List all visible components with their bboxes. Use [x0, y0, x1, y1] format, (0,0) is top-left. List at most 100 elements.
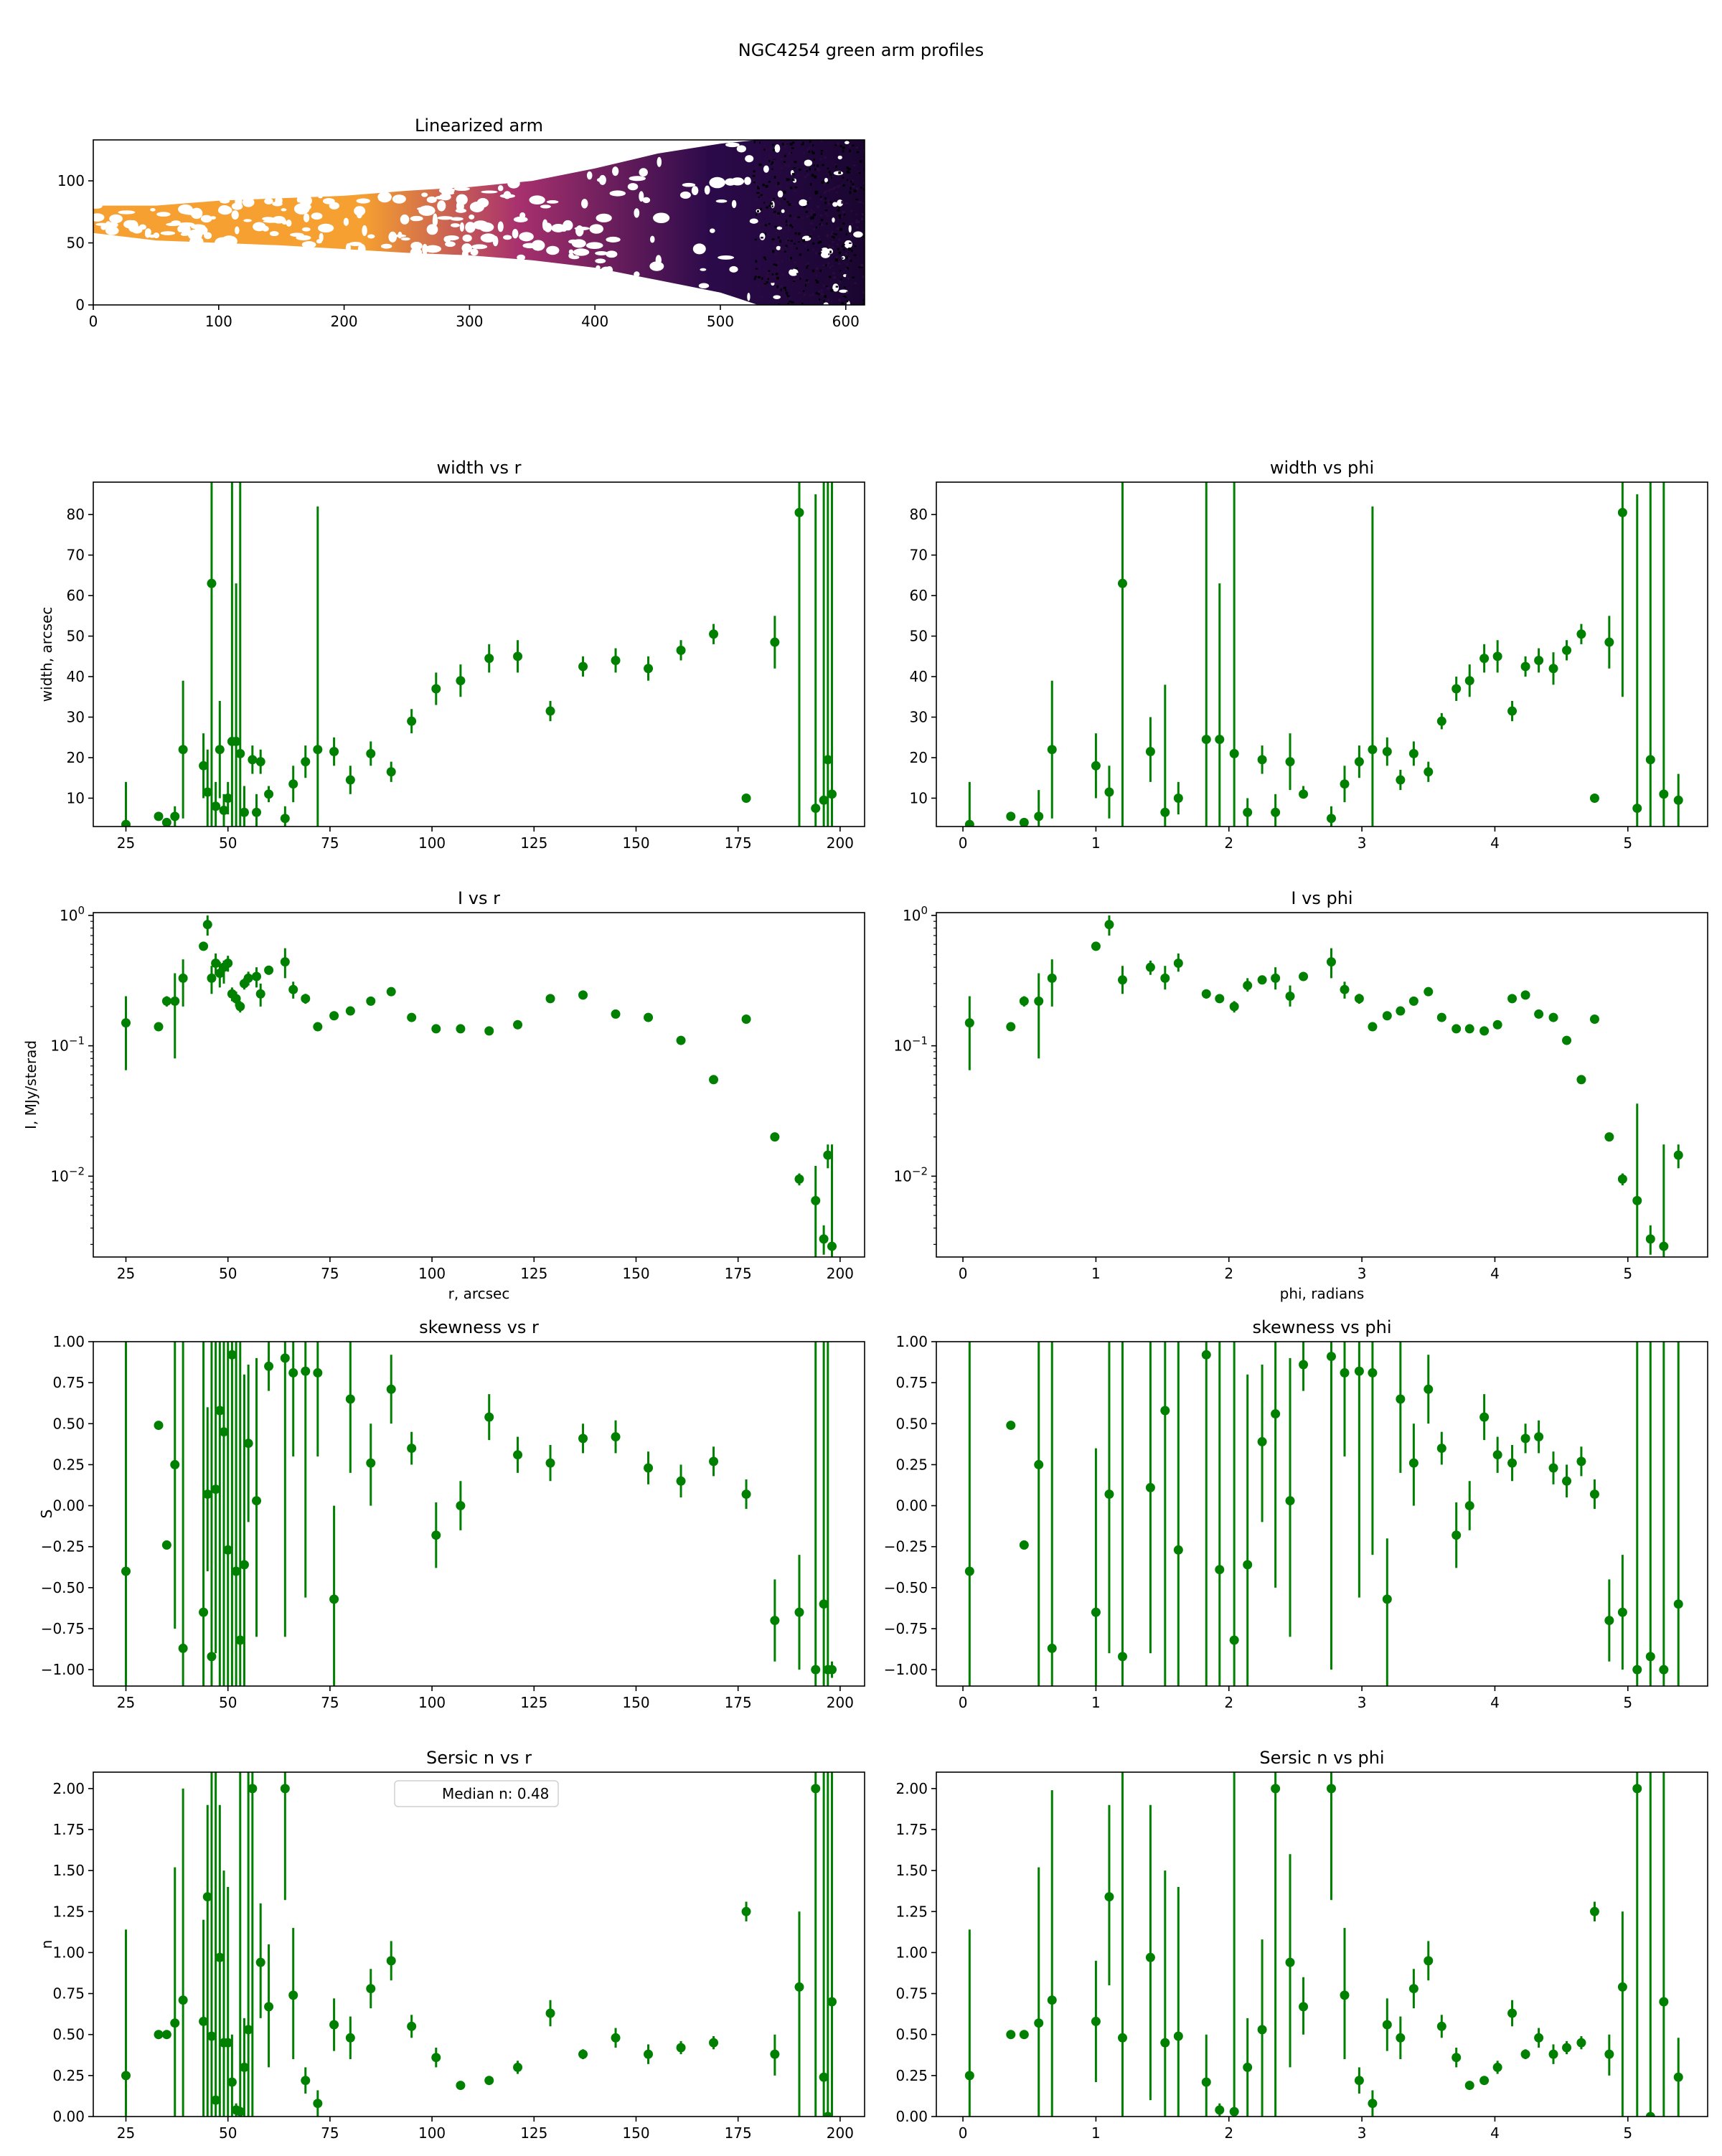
xtick-label-linearized-0: 0 — [89, 313, 98, 330]
data-point-I_r-3 — [170, 996, 180, 1006]
data-point-width_phi-16 — [1271, 807, 1281, 817]
ytick-label-skew_r-4: 0.00 — [52, 1497, 85, 1515]
data-point-sersic_phi-20 — [1340, 1990, 1350, 2000]
data-point-sersic_phi-30 — [1479, 2076, 1490, 2086]
data-point-skew_r-23 — [329, 1594, 339, 1604]
xtick-label-linearized-3: 300 — [456, 313, 483, 330]
data-point-skew_r-24 — [345, 1394, 355, 1404]
data-point-sersic_phi-6 — [1104, 1892, 1114, 1902]
data-point-skew_r-30 — [484, 1412, 494, 1422]
data-point-skew_r-5 — [199, 1607, 209, 1617]
xtick-label-I_r-7: 200 — [827, 1265, 854, 1282]
data-point-I_r-44 — [823, 1150, 833, 1160]
data-point-I_phi-33 — [1520, 990, 1530, 1000]
ytick-label-sersic_phi-8: 2.00 — [895, 1780, 928, 1797]
data-point-skew_phi-15 — [1257, 1436, 1267, 1446]
data-point-width_phi-27 — [1436, 716, 1446, 726]
data-point-width_r-34 — [578, 662, 588, 672]
panel-sersic_r: 25 50 75 100 125 150 175 200 0.00 0.25 0.50 0.75 1.0… — [38, 1748, 865, 2142]
data-point-skew_phi-9 — [1160, 1406, 1170, 1416]
data-point-I_phi-21 — [1354, 994, 1364, 1004]
data-point-skew_r-34 — [611, 1432, 621, 1442]
data-point-width_r-37 — [676, 645, 686, 655]
panel-I_phi: 0 1 2 3 4 5 10−2 10−1 100 I vs phi phi, radians — [893, 888, 1708, 1302]
data-point-width_r-15 — [239, 807, 249, 817]
data-point-skew_phi-32 — [1507, 1458, 1518, 1468]
data-point-sersic_phi-35 — [1548, 2049, 1558, 2059]
ytick-label-width_r-5: 60 — [67, 587, 85, 604]
xtick-label-I_phi-5: 5 — [1623, 1265, 1632, 1282]
axes-frame-width_phi — [936, 481, 1708, 827]
ytick-label-width_phi-6: 70 — [910, 547, 928, 564]
data-point-I_r-35 — [611, 1009, 621, 1019]
xtick-label-skew_r-6: 175 — [725, 1694, 752, 1711]
data-point-I_r-38 — [709, 1075, 719, 1085]
ytick-label-width_r-4: 50 — [67, 628, 85, 645]
ytick-label-width_phi-0: 10 — [910, 789, 928, 806]
data-point-width_r-42 — [811, 804, 821, 814]
data-point-width_phi-8 — [1145, 747, 1155, 757]
ylabel-width_r: width, arcsec — [38, 607, 55, 702]
xtick-label-width_r-6: 175 — [725, 834, 752, 852]
xtick-label-sersic_r-5: 150 — [622, 2124, 649, 2142]
data-point-skew_phi-19 — [1326, 1352, 1336, 1362]
xtick-label-width_phi-4: 4 — [1490, 834, 1500, 852]
ytick-label-sersic_phi-5: 1.25 — [895, 1903, 928, 1920]
data-point-width_r-30 — [456, 676, 466, 686]
data-point-I_r-16 — [243, 973, 253, 983]
data-point-width_r-18 — [255, 757, 265, 767]
ytick-label-sersic_phi-0: 0.00 — [895, 2108, 928, 2125]
data-point-width_r-38 — [709, 629, 719, 639]
data-point-I_phi-13 — [1229, 1002, 1239, 1012]
ytick-label-sersic_r-5: 1.25 — [52, 1903, 85, 1920]
data-point-sersic_phi-23 — [1382, 2020, 1392, 2030]
xtick-label-I_phi-3: 3 — [1358, 1265, 1367, 1282]
data-point-width_phi-31 — [1492, 651, 1502, 662]
data-point-sersic_r-1 — [154, 2030, 164, 2040]
data-point-sersic_phi-10 — [1173, 2031, 1183, 2041]
data-point-I_phi-5 — [1091, 941, 1101, 951]
data-point-sersic_r-32 — [513, 2062, 523, 2072]
data-point-width_r-31 — [484, 654, 494, 664]
data-point-sersic_r-2 — [161, 2030, 171, 2040]
data-point-sersic_phi-31 — [1492, 2062, 1502, 2072]
data-point-I_r-4 — [178, 973, 188, 983]
data-point-skew_r-33 — [578, 1434, 588, 1444]
xtick-label-width_r-2: 75 — [321, 834, 339, 852]
data-point-I_phi-40 — [1617, 1174, 1627, 1184]
data-point-sersic_phi-2 — [1019, 2030, 1029, 2040]
data-point-width_r-16 — [248, 755, 258, 765]
ytick-label-width_r-6: 70 — [67, 547, 85, 564]
data-point-skew_r-35 — [644, 1463, 654, 1473]
data-point-sersic_r-31 — [484, 2076, 494, 2086]
xtick-label-linearized-5: 500 — [707, 313, 734, 330]
data-point-skew_phi-13 — [1229, 1635, 1239, 1645]
panel-sersic_phi: 0 1 2 3 4 5 0.00 0.25 0.50 0.75 1.00 1.25 1.50 1.75 2.… — [895, 1748, 1708, 2142]
data-point-skew_r-0 — [121, 1566, 131, 1576]
data-point-I_r-29 — [431, 1024, 441, 1034]
ytick-label-sersic_r-4: 1.00 — [52, 1944, 85, 1961]
data-point-sersic_phi-28 — [1452, 2053, 1462, 2063]
xtick-label-skew_r-2: 75 — [321, 1694, 339, 1711]
ytick-label-sersic_phi-3: 0.75 — [895, 1985, 928, 2002]
data-point-I_phi-19 — [1326, 957, 1336, 967]
plot-area-skew_r — [121, 1342, 837, 1686]
data-point-I_phi-29 — [1464, 1024, 1474, 1034]
data-point-I_phi-38 — [1589, 1015, 1599, 1025]
ytick-label-width_phi-7: 80 — [910, 506, 928, 523]
data-point-skew_phi-17 — [1285, 1496, 1295, 1506]
ytick-label-skew_r-7: 0.75 — [52, 1374, 85, 1391]
data-point-width_phi-25 — [1408, 748, 1418, 758]
ytick-label-skew_phi-0: −1.00 — [884, 1661, 928, 1678]
data-point-width_phi-24 — [1396, 775, 1406, 785]
data-point-skew_r-21 — [301, 1366, 311, 1376]
data-point-I_phi-7 — [1117, 975, 1127, 985]
xlabel-I_r: r, arcsec — [448, 1285, 510, 1302]
data-point-skew_phi-37 — [1576, 1456, 1586, 1467]
figure-suptitle: NGC4254 green arm profiles — [738, 40, 984, 60]
data-point-width_phi-32 — [1507, 706, 1518, 716]
xtick-label-sersic_r-1: 50 — [219, 2124, 237, 2142]
data-point-sersic_phi-7 — [1117, 2033, 1127, 2043]
xtick-label-width_r-0: 25 — [117, 834, 135, 852]
data-point-sersic_phi-24 — [1396, 2033, 1406, 2043]
